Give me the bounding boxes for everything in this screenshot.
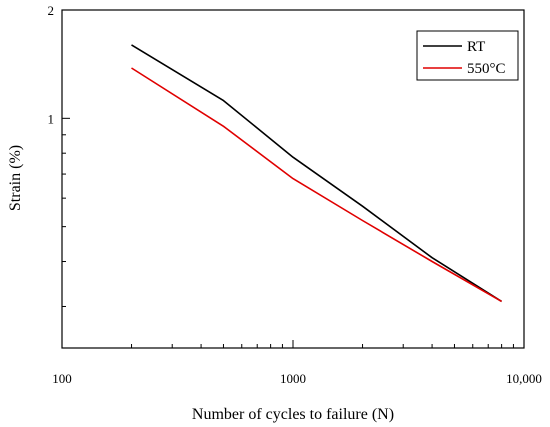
legend-label-rt: RT <box>467 39 485 55</box>
x-tick-label: 10,000 <box>506 371 542 386</box>
series-lines <box>131 44 503 303</box>
axis-ticks <box>61 9 525 348</box>
legend: RT 550°C <box>416 30 519 81</box>
axis-tick-labels: 100 1000 10,000 1 2 <box>48 3 542 386</box>
x-tick-label: 100 <box>52 371 72 386</box>
x-tick-label: 1000 <box>280 371 306 386</box>
series-line-550c <box>131 67 502 303</box>
legend-box <box>416 30 519 81</box>
legend-label-550c: 550°C <box>467 61 506 77</box>
y-tick-label: 1 <box>48 111 55 126</box>
x-axis-label: Number of cycles to failure (N) <box>192 406 394 423</box>
series-line-rt <box>131 44 503 303</box>
y-axis-label: Strain (%) <box>7 145 24 211</box>
y-tick-label: 2 <box>48 3 55 18</box>
